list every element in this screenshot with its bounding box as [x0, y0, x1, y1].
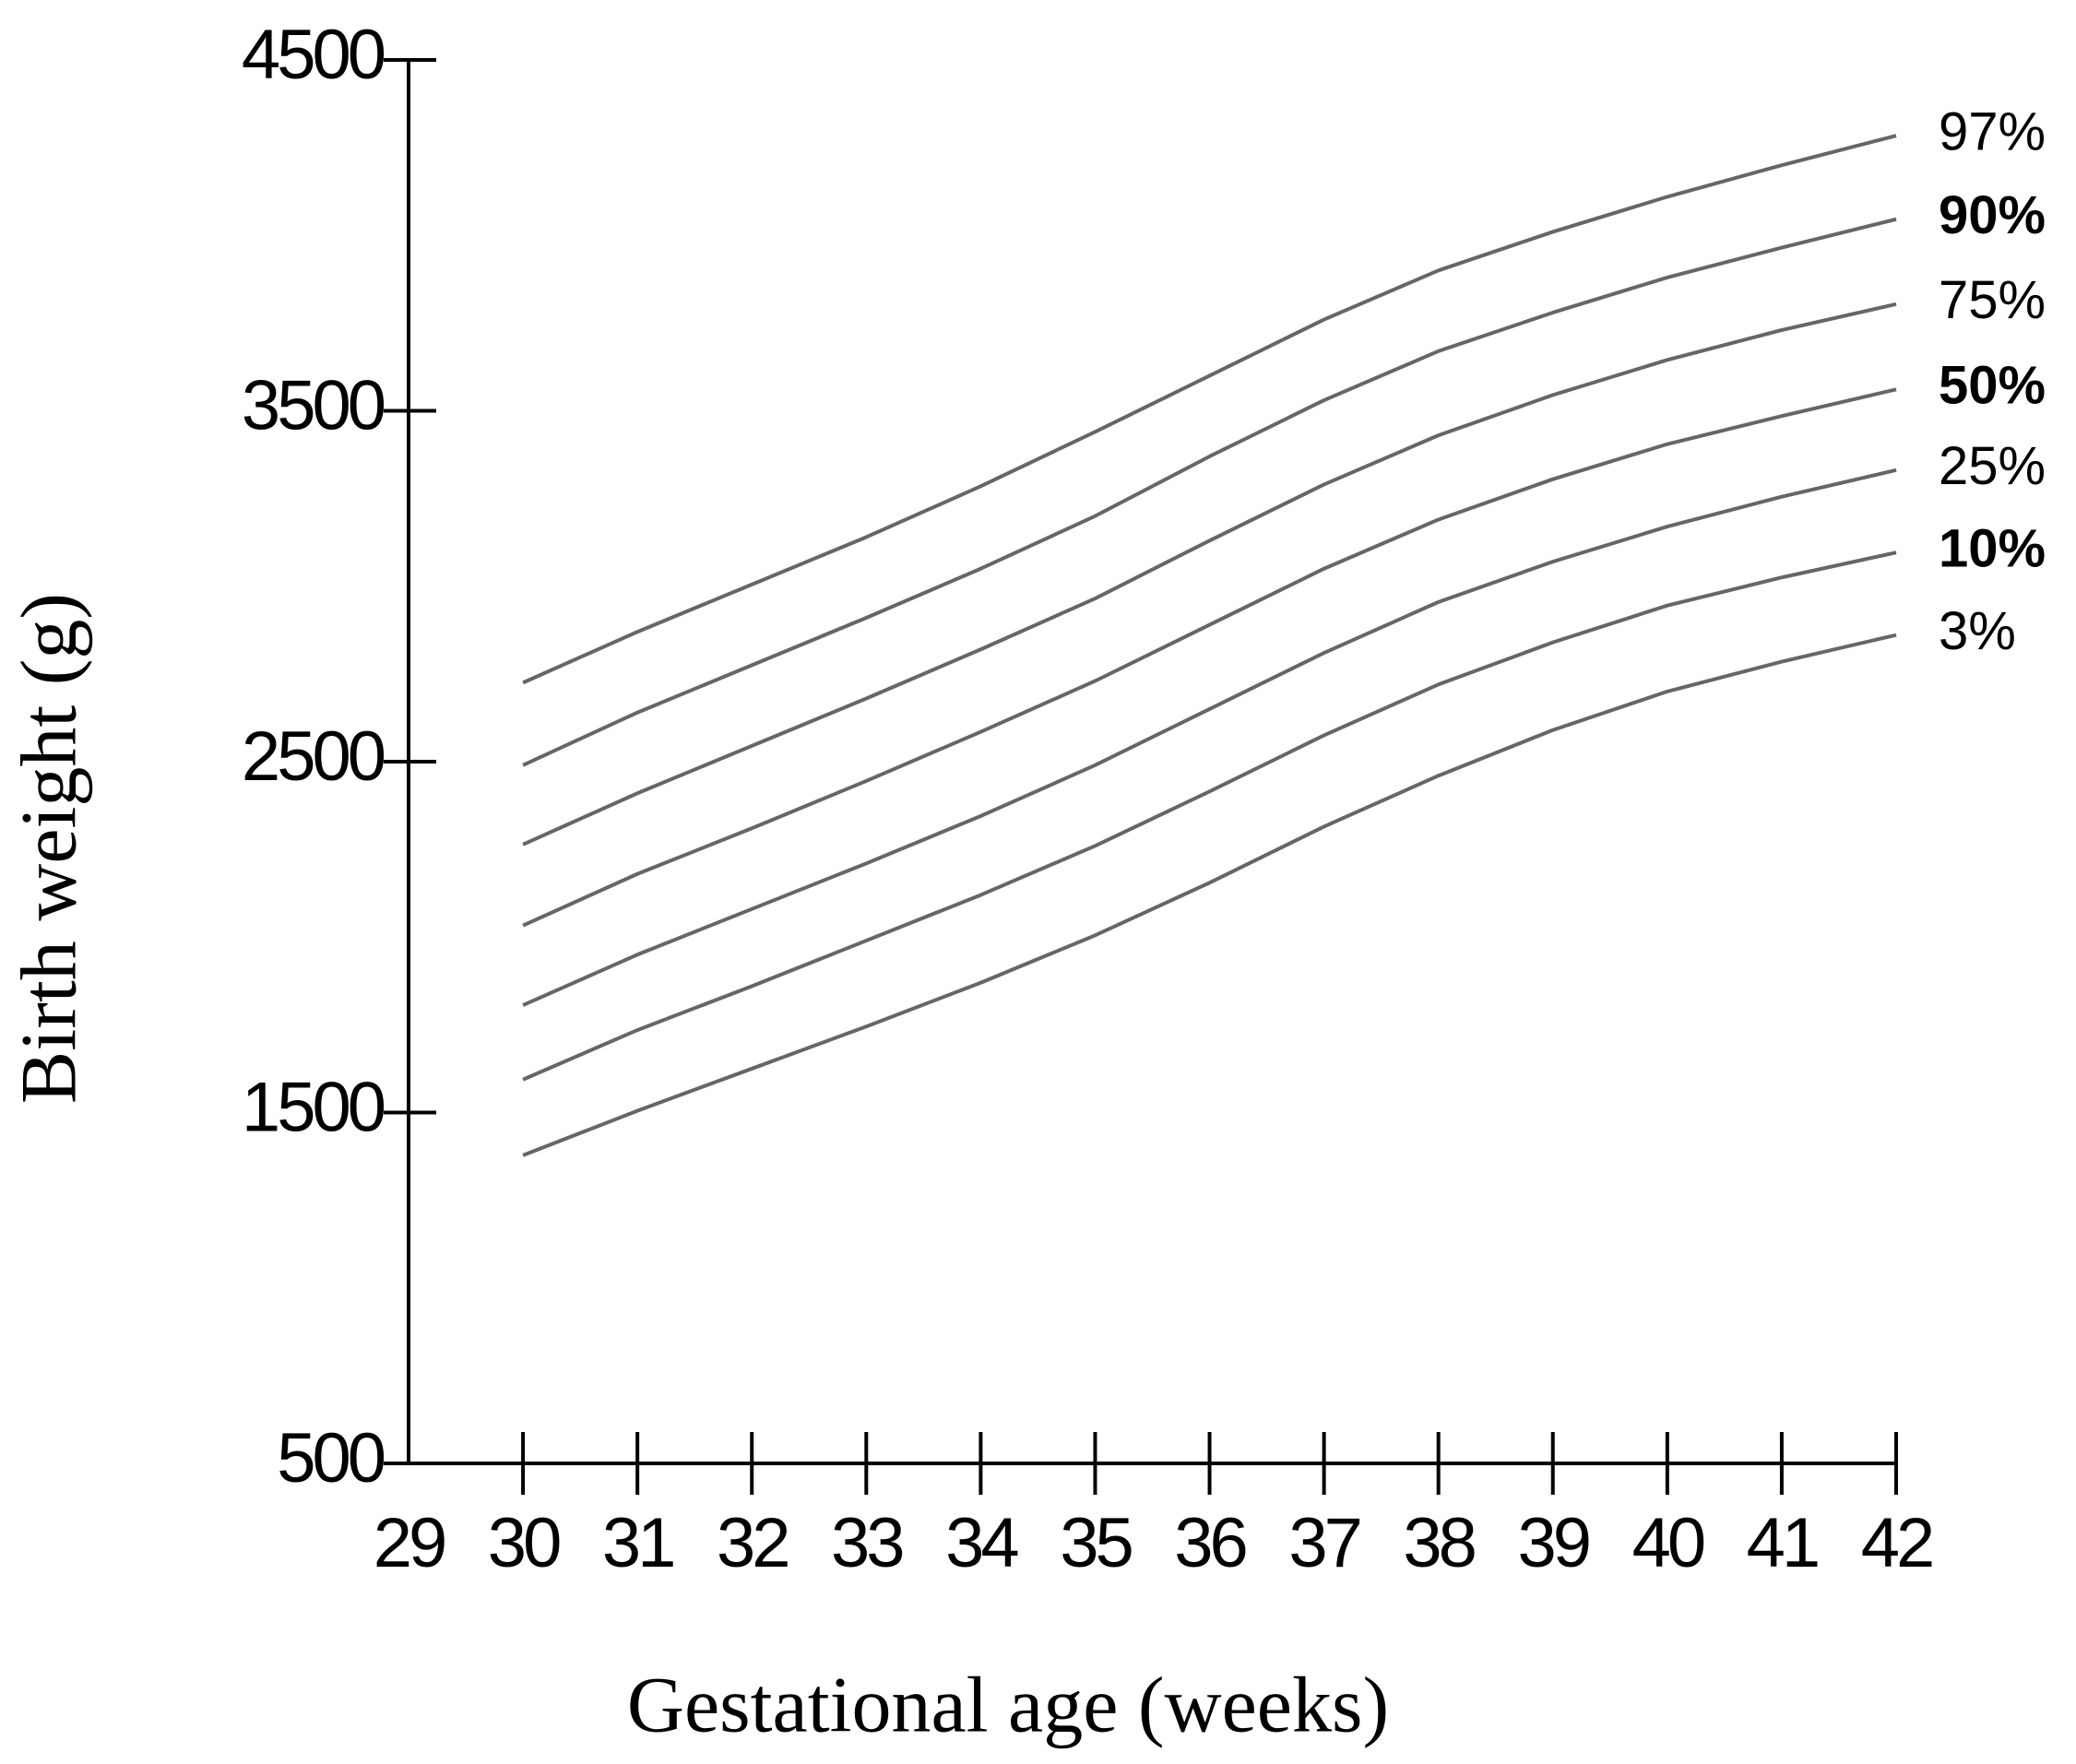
x-axis-label: Gestational age (weeks): [627, 1661, 1389, 1749]
x-tick-label: 33: [831, 1504, 902, 1582]
percentile-line: [522, 217, 1897, 767]
x-tick-label: 35: [1060, 1504, 1132, 1582]
percentile-line: [522, 633, 1897, 1157]
x-tick-label: 29: [374, 1504, 445, 1582]
x-tick-label: 34: [945, 1504, 1018, 1582]
x-tick-label: 40: [1632, 1504, 1704, 1582]
series-label: 50%: [1939, 356, 2046, 416]
percentile-line: [522, 134, 1897, 685]
x-tick-label: 38: [1403, 1504, 1474, 1582]
x-tick-label: 41: [1747, 1504, 1818, 1582]
y-tick-label: 4500: [242, 16, 385, 94]
series-label: 97%: [1939, 102, 2046, 162]
y-tick-label: 2500: [242, 717, 385, 796]
x-tick-label: 39: [1517, 1504, 1588, 1582]
x-tick-label: 36: [1174, 1504, 1245, 1582]
y-axis-label: Birth weight (g): [5, 593, 93, 1104]
percentile-line: [522, 302, 1897, 846]
x-tick-label: 31: [602, 1504, 673, 1582]
series-label: 75%: [1939, 270, 2046, 330]
percentile-line: [522, 551, 1897, 1082]
y-tick-label: 500: [277, 1419, 385, 1498]
series-label: 90%: [1939, 185, 2046, 245]
x-tick-label: 32: [717, 1504, 788, 1582]
series-label: 25%: [1939, 436, 2046, 496]
y-tick-label: 3500: [242, 367, 385, 445]
series-label: 10%: [1939, 519, 2046, 579]
percentile-line: [522, 468, 1897, 1007]
series-label: 3%: [1939, 601, 2016, 661]
percentile-line: [522, 387, 1897, 928]
x-tick-label: 42: [1861, 1504, 1932, 1582]
x-tick-label: 30: [488, 1504, 560, 1582]
x-tick-label: 37: [1288, 1504, 1359, 1582]
y-tick-label: 1500: [242, 1069, 385, 1147]
